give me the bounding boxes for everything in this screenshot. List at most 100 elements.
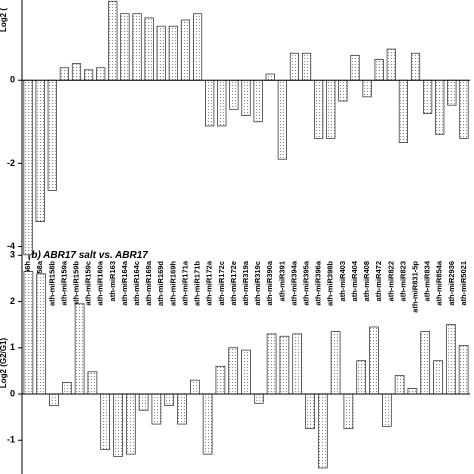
- x-tick-label: ath-miR164c: [132, 261, 141, 306]
- bar: [369, 326, 379, 395]
- bar: [266, 333, 277, 395]
- bar: [241, 349, 251, 395]
- bar: [445, 324, 456, 395]
- bar: [459, 79, 469, 139]
- x-tick-label: ath-miR408: [362, 261, 371, 301]
- bar: [35, 79, 45, 222]
- chart-title: (b) ABR17 salt vs. ABR17: [28, 250, 148, 261]
- x-tick-label: ath-miR319a: [241, 260, 250, 305]
- bar: [330, 331, 341, 395]
- bar: [381, 393, 392, 427]
- x-tick-label: ath-miR169h: [168, 261, 177, 306]
- bar: [241, 79, 251, 116]
- y-tick-label: 2: [10, 296, 15, 306]
- bar: [265, 73, 275, 81]
- y-tick-label: 1: [10, 342, 15, 352]
- x-tick-label: ath-miR172c: [217, 261, 226, 306]
- x-tick-label: ath-miR831-5p: [410, 261, 419, 313]
- x-tick-label: ath-miR394a: [289, 260, 298, 305]
- bar: [433, 360, 443, 395]
- x-tick-label: ath-miR159c: [84, 261, 93, 306]
- bar: [47, 79, 57, 191]
- x-tick-label: ath-miR172a: [205, 260, 214, 305]
- x-tick-label: ath-miR171a: [180, 260, 189, 305]
- x-tick-label: ath-miR163: [108, 261, 117, 301]
- y-tick-label: 0: [10, 388, 15, 398]
- bar: [71, 63, 82, 81]
- x-tick-label: ath-miR404: [350, 260, 359, 301]
- x-tick-label: ath-miR395a: [302, 260, 311, 305]
- x-tick-label: ath-miR159a: [59, 260, 68, 305]
- x-tick-label: ath-miR169d: [156, 261, 165, 306]
- bar: [420, 331, 431, 395]
- bar: [205, 79, 215, 127]
- x-tick-label: ath-miR160a: [96, 260, 105, 305]
- bar: [423, 79, 433, 114]
- bar: [217, 79, 227, 127]
- bar: [138, 393, 149, 411]
- x-tick-label: ath-miR390a: [265, 260, 274, 305]
- bar: [132, 13, 142, 81]
- y-axis-label: Log2 (: [0, 8, 8, 32]
- bar: [253, 393, 264, 404]
- bar: [317, 393, 328, 469]
- bar: [49, 393, 59, 406]
- bar: [253, 79, 263, 123]
- x-tick-label: ath-miR834: [423, 260, 432, 301]
- bar: [96, 67, 106, 81]
- bar: [343, 393, 354, 430]
- bar: [151, 393, 162, 425]
- bar: [36, 273, 47, 395]
- x-tick-label: ath-miR472: [374, 261, 383, 301]
- bar: [144, 17, 154, 81]
- bar: [301, 52, 312, 81]
- x-tick-label: ath-miR169a: [144, 260, 153, 305]
- x-tick-label: ath-miR823: [398, 261, 407, 301]
- bar: [61, 382, 72, 395]
- y-tick-label: -4: [7, 241, 15, 251]
- x-tick-label: ath-miR391: [277, 261, 286, 301]
- bar: [338, 79, 348, 102]
- bar: [156, 25, 166, 81]
- bar: [84, 69, 94, 81]
- y-axis-label: Log2 (G2/G1): [0, 338, 8, 389]
- x-tick-label: ath-miR172e: [229, 261, 238, 306]
- y-tick-label: 0: [10, 75, 15, 85]
- bar: [23, 79, 33, 256]
- bar: [87, 371, 98, 395]
- x-tick-label: ath-miR319c: [253, 261, 262, 306]
- x-tick-label: ath-miR398b: [326, 261, 335, 306]
- x-tick-label: ath-miR396a: [314, 260, 323, 305]
- bar: [374, 59, 384, 81]
- bar: [289, 52, 300, 81]
- bar: [292, 333, 303, 395]
- bar: [228, 347, 239, 395]
- bar: [202, 393, 213, 455]
- bar: [435, 79, 445, 135]
- x-tick-label: ath-miR164a: [120, 260, 129, 305]
- bar: [350, 54, 360, 81]
- bar: [120, 13, 130, 81]
- y-tick-label: -2: [7, 158, 15, 168]
- bar: [314, 79, 324, 139]
- bar: [192, 13, 203, 81]
- x-tick-label: ath-miR159b: [71, 261, 80, 306]
- bar: [305, 393, 315, 430]
- x-tick-label: ath-miR854a: [435, 260, 444, 305]
- bar: [100, 393, 111, 450]
- x-tick-label: ath-miR2936: [447, 261, 456, 306]
- bar: [108, 0, 118, 81]
- bar: [277, 79, 287, 160]
- bar: [447, 79, 457, 106]
- bar: [398, 79, 408, 143]
- y-tick-label: 3: [10, 250, 15, 260]
- bar: [279, 335, 290, 395]
- bar: [394, 375, 405, 395]
- y-tick-label: -1: [7, 435, 15, 445]
- x-tick-label: ath-miR158b: [47, 261, 56, 306]
- bar: [125, 393, 136, 455]
- bar: [407, 388, 418, 395]
- bar: [23, 271, 34, 395]
- bar: [215, 365, 226, 395]
